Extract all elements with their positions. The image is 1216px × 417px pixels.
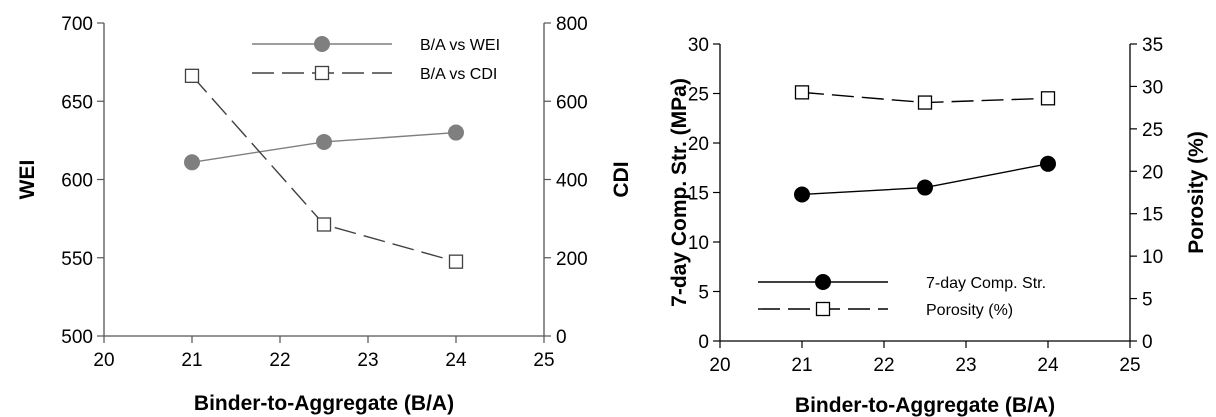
data-point (448, 124, 464, 141)
y2-tick-label: 10 (1142, 247, 1163, 268)
y2-tick-label: 400 (556, 171, 588, 192)
x-axis-title: Binder-to-Aggregate (B/A) (194, 392, 454, 415)
y2-tick-label: 800 (556, 14, 588, 35)
x-tick-label: 22 (873, 355, 894, 376)
x-tick-label: 21 (181, 350, 202, 371)
y2-tick-label: 20 (1142, 162, 1163, 183)
y-tick-label: 5 (698, 283, 709, 304)
y-tick-label: 15 (688, 184, 709, 205)
y-tick-label: 500 (61, 327, 93, 348)
data-point (917, 95, 933, 110)
x-tick-label: 23 (357, 350, 378, 371)
data-point (316, 133, 332, 150)
y2-axis-title: Porosity (%) (1185, 131, 1208, 254)
y-tick-label: 650 (61, 92, 93, 113)
x-tick-label: 25 (1119, 355, 1140, 376)
y-tick-label: 10 (688, 233, 709, 254)
data-point (917, 179, 933, 196)
data-point (1040, 91, 1056, 106)
x-tick-label: 22 (269, 350, 290, 371)
data-point (1040, 155, 1056, 172)
data-point (184, 68, 200, 83)
legend-marker (314, 65, 330, 81)
x-tick-label: 25 (533, 350, 554, 371)
y2-tick-label: 35 (1142, 35, 1163, 56)
y-axis-title: 7-day Comp. Str. (MPa) (668, 78, 691, 307)
y-tick-label: 700 (61, 14, 93, 35)
y2-axis-title: CDI (610, 161, 633, 197)
legend-marker (815, 301, 831, 317)
data-point (448, 254, 464, 269)
y-tick-label: 20 (688, 134, 709, 155)
x-tick-label: 20 (709, 355, 730, 376)
data-point (794, 186, 810, 203)
chart-panel-2: 20 21 22 23 24 2505101520253005101520253035Bi… (668, 35, 1208, 417)
series-line-2 (191, 75, 457, 263)
y2-tick-label: 25 (1142, 120, 1163, 141)
chart-panel-1: 20 21 22 23 24 25 500 550 600 650 700 0 200 400 600 800… (16, 14, 633, 415)
y-tick-label: 550 (61, 249, 93, 270)
data-point (794, 85, 810, 100)
legend-label: Porosity (%) (926, 302, 1013, 319)
x-tick-label: 24 (445, 350, 467, 371)
y2-tick-label: 0 (556, 327, 567, 348)
y-tick-label: 30 (688, 35, 709, 56)
legend-label: B/A vs CDI (420, 66, 497, 83)
legend-marker (314, 36, 330, 52)
legend-label: B/A vs WEI (420, 37, 500, 54)
x-tick-label: 24 (1037, 355, 1059, 376)
legend-marker (815, 274, 831, 290)
legend-label: 7-day Comp. Str. (926, 275, 1046, 292)
x-axis-title: Binder-to-Aggregate (B/A) (795, 394, 1055, 417)
y-axis-title: WEI (16, 160, 39, 200)
y2-tick-label: 0 (1142, 332, 1153, 353)
y2-tick-label: 200 (556, 249, 588, 270)
y-tick-label: 25 (688, 85, 709, 106)
y2-tick-label: 600 (556, 92, 588, 113)
y-tick-label: 0 (698, 332, 709, 353)
y-tick-label: 600 (61, 171, 93, 192)
y2-tick-label: 5 (1142, 290, 1153, 311)
x-tick-label: 23 (955, 355, 976, 376)
x-tick-label: 21 (791, 355, 812, 376)
x-tick-label: 20 (93, 350, 114, 371)
y2-tick-label: 30 (1142, 77, 1163, 98)
y2-tick-label: 15 (1142, 205, 1163, 226)
data-point (184, 154, 200, 171)
data-point (316, 217, 332, 232)
